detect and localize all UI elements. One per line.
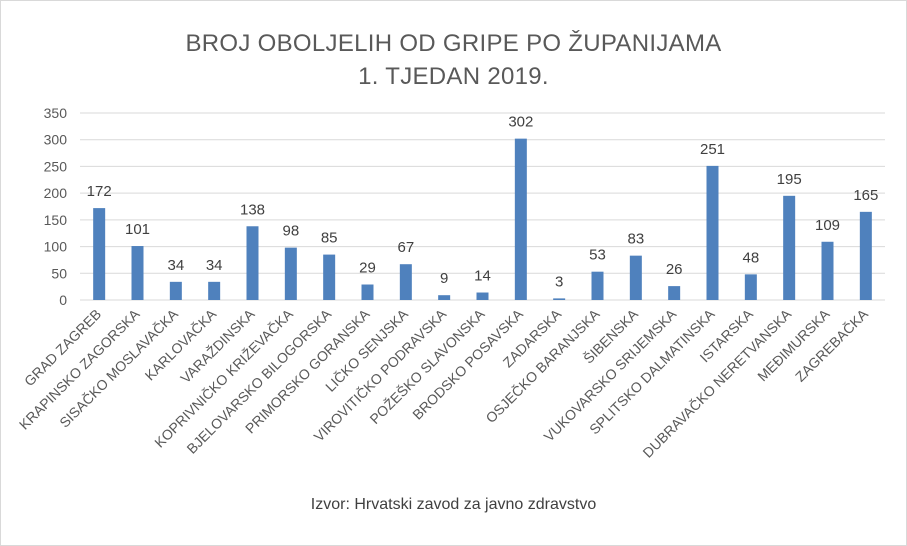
bar <box>744 274 757 300</box>
bar <box>246 226 259 300</box>
bar <box>284 247 297 300</box>
data-label: 165 <box>853 187 878 204</box>
data-label: 101 <box>125 221 150 238</box>
data-label: 26 <box>666 261 683 278</box>
bar <box>553 298 566 300</box>
bar <box>859 211 872 300</box>
y-tick-label: 250 <box>44 158 68 174</box>
y-tick-label: 150 <box>44 212 68 228</box>
bar <box>323 254 336 300</box>
data-label: 48 <box>742 249 759 266</box>
data-label: 29 <box>359 260 376 277</box>
bar <box>208 281 221 300</box>
y-tick-label: 200 <box>44 185 68 201</box>
data-label: 138 <box>240 201 265 218</box>
bar <box>629 255 642 300</box>
bar <box>476 292 489 300</box>
data-label: 251 <box>700 141 725 158</box>
data-label: 98 <box>282 223 299 240</box>
data-label: 3 <box>555 273 563 290</box>
y-tick-label: 300 <box>44 132 68 148</box>
y-tick-label: 50 <box>51 265 67 281</box>
data-label: 9 <box>440 270 448 287</box>
data-label: 34 <box>167 257 184 274</box>
data-label: 172 <box>87 183 112 200</box>
bar <box>169 281 182 300</box>
bar <box>131 246 144 300</box>
bar <box>93 208 106 300</box>
data-label: 34 <box>206 257 223 274</box>
data-label: 109 <box>815 217 840 234</box>
chart-source-note: Izvor: Hrvatski zavod za javno zdravstvo <box>310 496 597 513</box>
bar <box>399 264 412 300</box>
bar <box>706 165 719 300</box>
y-tick-label: 350 <box>44 105 68 121</box>
data-label: 85 <box>321 230 338 247</box>
bar <box>591 271 604 300</box>
data-label: 67 <box>397 239 414 256</box>
bar <box>783 195 796 300</box>
data-label: 195 <box>777 171 802 188</box>
data-label: 302 <box>508 114 533 131</box>
bar <box>514 138 527 300</box>
bar <box>438 295 451 300</box>
chart-title-line-1: BROJ OBOLJELIH OD GRIPE PO ŽUPANIJAMA <box>185 30 722 57</box>
bar <box>821 241 834 300</box>
bar <box>668 286 681 300</box>
chart-title-line-2: 1. TJEDAN 2019. <box>358 63 549 90</box>
data-label: 53 <box>589 247 606 264</box>
y-tick-label: 100 <box>44 239 68 255</box>
data-label: 14 <box>474 268 491 285</box>
bar <box>361 284 374 300</box>
y-tick-label: 0 <box>59 292 67 308</box>
data-label: 83 <box>627 231 644 248</box>
